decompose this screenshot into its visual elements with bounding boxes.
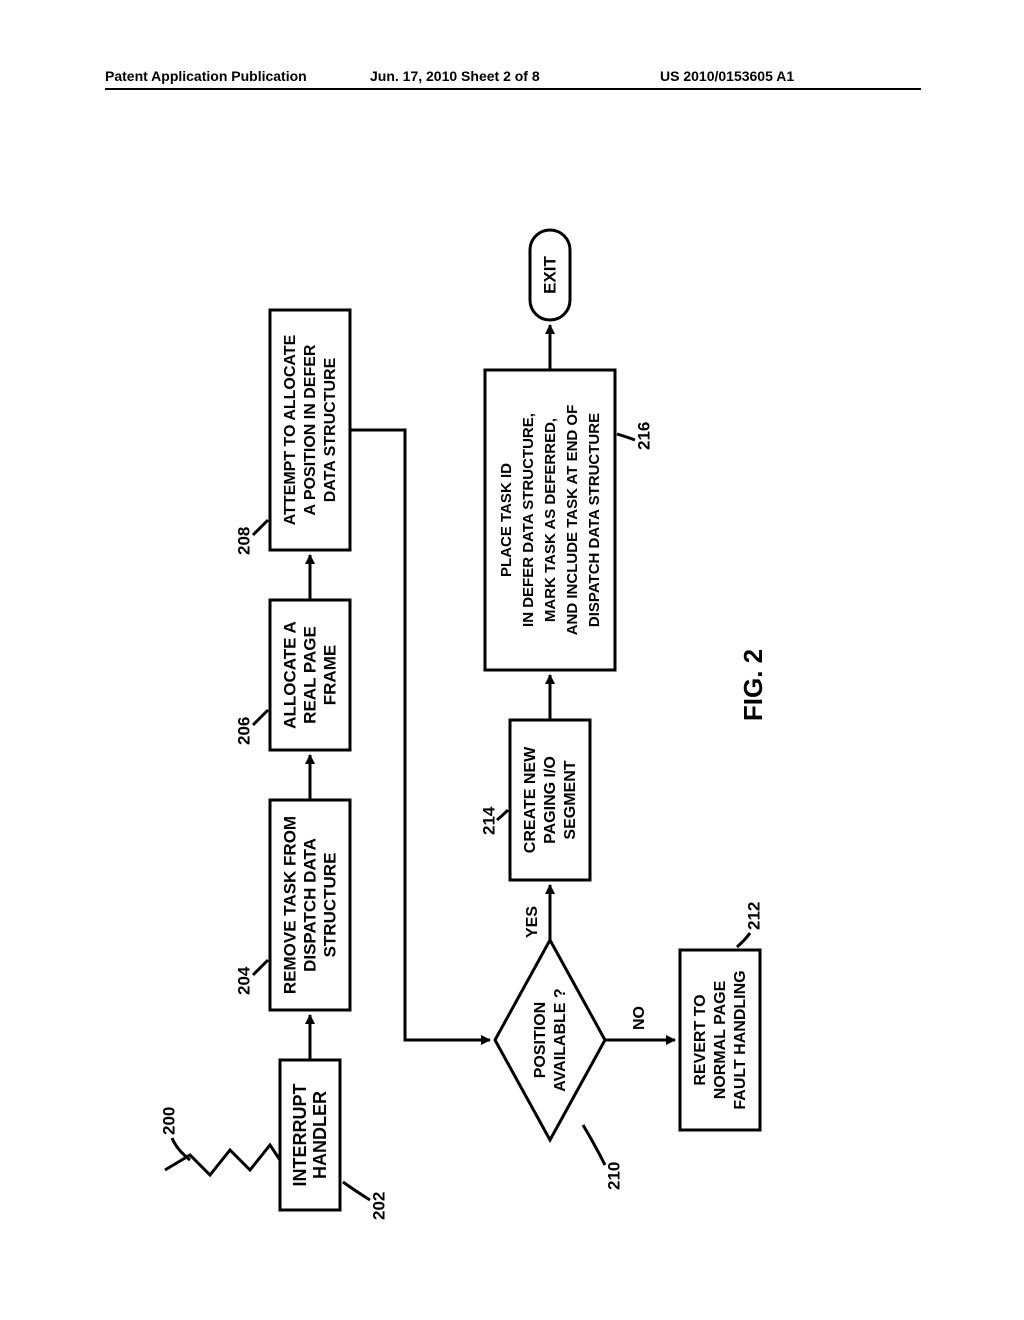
header-middle: Jun. 17, 2010 Sheet 2 of 8 xyxy=(370,68,540,84)
node-206-line3: FRAME xyxy=(320,645,339,705)
node-210 xyxy=(495,940,605,1140)
node-214-line3: SEGMENT xyxy=(562,760,579,839)
node-202-line1: INTERRUPT xyxy=(290,1083,310,1186)
entry-zigzag xyxy=(165,1145,280,1175)
leader-208 xyxy=(253,520,268,535)
node-212-line2: NORMAL PAGE xyxy=(712,980,729,1099)
ref-214: 214 xyxy=(479,806,498,835)
ref-216: 216 xyxy=(634,422,653,450)
leader-200 xyxy=(172,1138,190,1160)
leader-202 xyxy=(343,1182,370,1200)
node-210-line2: AVAILABLE ? xyxy=(552,988,569,1091)
node-216-line4: AND INCLUDE TASK AT END OF xyxy=(564,405,581,636)
node-204-line2: DISPATCH DATA xyxy=(300,838,319,972)
node-204-line1: REMOVE TASK FROM xyxy=(280,816,299,994)
ref-204: 204 xyxy=(234,966,253,995)
node-214-line2: PAGING I/O xyxy=(542,756,559,844)
leader-212 xyxy=(737,933,750,947)
node-208-line2: A POSITION IN DEFER xyxy=(302,344,319,515)
node-212-line1: REVERT TO xyxy=(692,994,709,1085)
leader-216 xyxy=(617,434,635,440)
figure-label: FIG. 2 xyxy=(738,649,768,721)
ref-206: 206 xyxy=(234,717,253,745)
header-right: US 2010/0153605 A1 xyxy=(660,68,794,84)
page: Patent Application Publication Jun. 17, … xyxy=(0,0,1024,1320)
ref-208: 208 xyxy=(234,527,253,555)
ref-200: 200 xyxy=(159,1107,178,1135)
node-206-line1: ALLOCATE A xyxy=(280,621,299,729)
leader-206 xyxy=(253,710,268,725)
header-rule xyxy=(105,88,921,90)
ref-202: 202 xyxy=(369,1192,388,1220)
ref-210: 210 xyxy=(604,1162,623,1190)
leader-210 xyxy=(583,1125,605,1165)
header-left: Patent Application Publication xyxy=(105,68,307,84)
node-214-line1: CREATE NEW xyxy=(522,746,539,853)
node-216-line3: MARK TASK AS DEFERRED, xyxy=(542,418,559,622)
node-216-line5: DISPATCH DATA STRUCTURE xyxy=(586,413,603,627)
node-206-line2: REAL PAGE xyxy=(300,626,319,724)
node-212-line3: FAULT HANDLING xyxy=(732,970,749,1109)
node-216-line1: PLACE TASK ID xyxy=(498,463,515,577)
leader-204 xyxy=(253,960,268,975)
edge-208-210 xyxy=(350,430,490,1040)
node-216-line2: IN DEFER DATA STRUCTURE, xyxy=(520,413,537,627)
edge-yes-label: YES xyxy=(524,906,541,938)
node-208-line3: DATA STRUCTURE xyxy=(322,357,339,502)
leader-214 xyxy=(497,810,508,820)
node-208-line1: ATTEMPT TO ALLOCATE xyxy=(282,334,299,525)
edge-no-label: NO xyxy=(631,1006,648,1030)
node-210-line1: POSITION xyxy=(532,1002,549,1078)
ref-212: 212 xyxy=(744,902,763,930)
node-exit-label: EXIT xyxy=(540,255,559,293)
flowchart: 200 INTERRUPT HANDLER 202 REMOVE TASK FR… xyxy=(105,130,921,1230)
node-202-line2: HANDLER xyxy=(310,1091,330,1179)
node-204-line3: STRUCTURE xyxy=(320,853,339,958)
